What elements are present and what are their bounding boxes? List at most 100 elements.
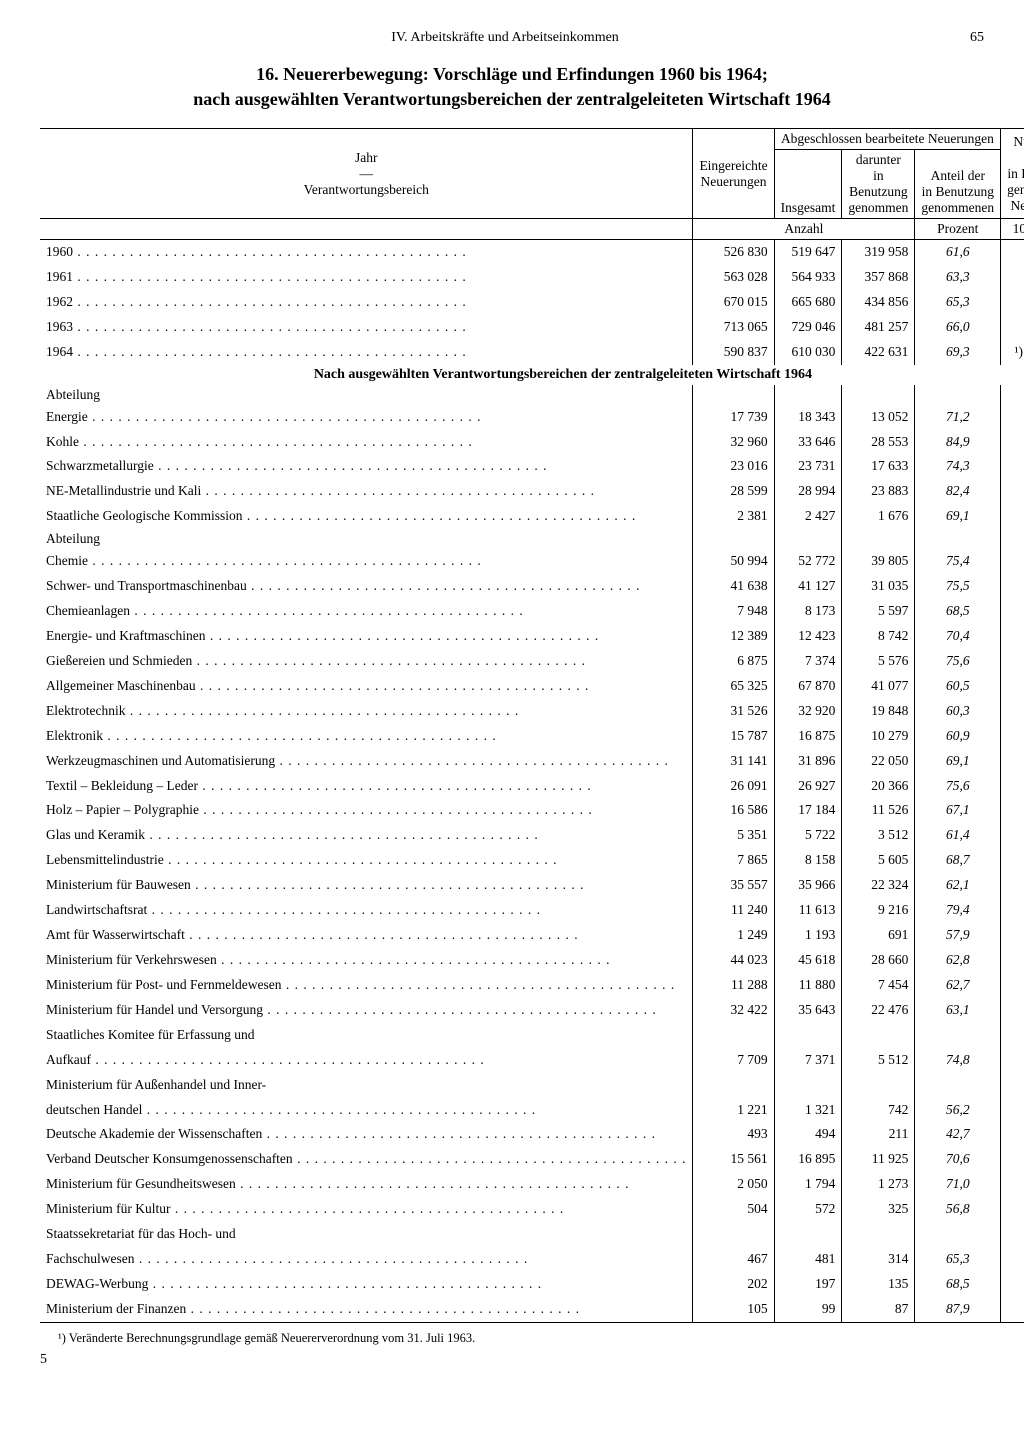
table-row: Ministerium für Verkehrswesen44 02345 61… bbox=[40, 948, 1024, 973]
cell-value: 17 184 bbox=[774, 798, 842, 823]
table-row: Fachschulwesen46748131465,3542 bbox=[40, 1247, 1024, 1272]
row-label: Glas und Keramik bbox=[40, 823, 693, 848]
cell-value: 504 bbox=[693, 1197, 774, 1222]
cell-percent: 65,3 bbox=[915, 1247, 1001, 1272]
cell-value: 7 454 bbox=[842, 973, 915, 998]
cell-value: 18 343 bbox=[774, 405, 842, 430]
cell-value: 2 050 bbox=[693, 1172, 774, 1197]
cell-value: 1 249 bbox=[693, 923, 774, 948]
cell-percent: 79,4 bbox=[915, 898, 1001, 923]
table-title-line1: 16. Neuererbewegung: Vorschläge und Erfi… bbox=[40, 64, 984, 85]
cell-percent: 69,3 bbox=[915, 340, 1001, 365]
cell-value: 12 389 bbox=[693, 624, 774, 649]
cell-value: 1 794 bbox=[774, 1172, 842, 1197]
cell-value: 742 bbox=[842, 1098, 915, 1123]
row-label: Staatliche Geologische Kommission bbox=[40, 504, 693, 529]
row-label: Ministerium für Bauwesen bbox=[40, 873, 693, 898]
cell-value: 33 646 bbox=[774, 430, 842, 455]
table-row: Ministerium für Post- und Fernmeldewesen… bbox=[40, 973, 1024, 998]
cell-value: 481 257 bbox=[842, 315, 915, 340]
row-label: Verband Deutscher Konsumgenossenschaften bbox=[40, 1147, 693, 1172]
cell-benefit: 852 972 bbox=[1001, 265, 1024, 290]
col-year-area: Jahr—Verantwortungsbereich bbox=[40, 129, 693, 219]
cell-percent: 75,4 bbox=[915, 549, 1001, 574]
cell-value: 28 553 bbox=[842, 430, 915, 455]
cell-value: 202 bbox=[693, 1272, 774, 1297]
table-row: Schwarzmetallurgie23 01623 73117 63374,3… bbox=[40, 454, 1024, 479]
table-row: Staatliches Komitee für Erfassung und bbox=[40, 1023, 1024, 1048]
row-label: Gießereien und Schmieden bbox=[40, 649, 693, 674]
cell-value: 35 557 bbox=[693, 873, 774, 898]
table-row: Textil – Bekleidung – Leder26 09126 9272… bbox=[40, 774, 1024, 799]
row-label: Schwarzmetallurgie bbox=[40, 454, 693, 479]
cell-value: 22 050 bbox=[842, 749, 915, 774]
cell-value: 572 bbox=[774, 1197, 842, 1222]
cell-percent: 65,3 bbox=[915, 290, 1001, 315]
cell-value: 11 526 bbox=[842, 798, 915, 823]
cell-percent: 75,6 bbox=[915, 774, 1001, 799]
cell-benefit: 133 676 bbox=[1001, 873, 1024, 898]
cell-benefit: 611 bbox=[1001, 1122, 1024, 1147]
cell-benefit: 54 298 bbox=[1001, 774, 1024, 799]
cell-value: 17 739 bbox=[693, 405, 774, 430]
cell-benefit: 66 132 bbox=[1001, 574, 1024, 599]
row-label: Staatliches Komitee für Erfassung und bbox=[40, 1023, 693, 1048]
group-label-1: Abteilung bbox=[40, 385, 693, 405]
table-row: DEWAG-Werbung20219713568,5206 bbox=[40, 1272, 1024, 1297]
cell-value: 434 856 bbox=[842, 290, 915, 315]
cell-benefit: 744 087 bbox=[1001, 240, 1024, 265]
row-label: Elektrotechnik bbox=[40, 699, 693, 724]
cell-value: 8 173 bbox=[774, 599, 842, 624]
cell-benefit: 11 468 bbox=[1001, 649, 1024, 674]
table-row: Chemie50 99452 77239 80575,4149 878 bbox=[40, 549, 1024, 574]
cell-value: 467 bbox=[693, 1247, 774, 1272]
section-title: IV. Arbeitskräfte und Arbeitseinkommen bbox=[391, 30, 619, 46]
row-label: deutschen Handel bbox=[40, 1098, 693, 1123]
cell-benefit: 15 484 bbox=[1001, 848, 1024, 873]
cell-percent: 62,8 bbox=[915, 948, 1001, 973]
cell-value: 11 880 bbox=[774, 973, 842, 998]
cell-value: 11 925 bbox=[842, 1147, 915, 1172]
cell-benefit: 58 456 bbox=[1001, 454, 1024, 479]
table-row: Aufkauf7 7097 3715 51274,85 813 bbox=[40, 1048, 1024, 1073]
row-label: Deutsche Akademie der Wissenschaften bbox=[40, 1122, 693, 1147]
row-label: Amt für Wasserwirtschaft bbox=[40, 923, 693, 948]
row-label: 1961 bbox=[40, 265, 693, 290]
table-row: Energie17 73918 34313 05271,236 898 bbox=[40, 405, 1024, 430]
cell-value: 41 077 bbox=[842, 674, 915, 699]
col-completed-group: Abgeschlossen bearbeitete Neuerungen bbox=[774, 129, 1000, 150]
cell-value: 11 613 bbox=[774, 898, 842, 923]
cell-value: 31 141 bbox=[693, 749, 774, 774]
cell-benefit: 93 050 bbox=[1001, 430, 1024, 455]
table-row: Staatssekretariat für das Hoch- und bbox=[40, 1222, 1024, 1247]
row-label: 1964 bbox=[40, 340, 693, 365]
cell-benefit: 93 bbox=[1001, 1297, 1024, 1322]
table-row: Kohle32 96033 64628 55384,993 050 bbox=[40, 430, 1024, 455]
cell-benefit: 149 878 bbox=[1001, 549, 1024, 574]
cell-value: 5 351 bbox=[693, 823, 774, 848]
cell-percent: 61,4 bbox=[915, 823, 1001, 848]
table-row: Verband Deutscher Konsumgenossenschaften… bbox=[40, 1147, 1024, 1172]
cell-value: 67 870 bbox=[774, 674, 842, 699]
cell-value: 16 875 bbox=[774, 724, 842, 749]
cell-value: 325 bbox=[842, 1197, 915, 1222]
cell-value: 52 772 bbox=[774, 549, 842, 574]
cell-benefit: 64 499 bbox=[1001, 699, 1024, 724]
cell-value: 12 423 bbox=[774, 624, 842, 649]
cell-value: 481 bbox=[774, 1247, 842, 1272]
cell-benefit: 49 580 bbox=[1001, 898, 1024, 923]
cell-benefit: 6 306 bbox=[1001, 923, 1024, 948]
cell-value: 13 052 bbox=[842, 405, 915, 430]
cell-value: 44 023 bbox=[693, 948, 774, 973]
cell-value: 28 599 bbox=[693, 479, 774, 504]
row-label: Ministerium für Kultur bbox=[40, 1197, 693, 1222]
cell-percent: 61,6 bbox=[915, 240, 1001, 265]
table-row: 1960526 830519 647319 95861,6744 087 bbox=[40, 240, 1024, 265]
table-row: Ministerium für Gesundheitswesen2 0501 7… bbox=[40, 1172, 1024, 1197]
cell-value: 422 631 bbox=[842, 340, 915, 365]
cell-value: 31 035 bbox=[842, 574, 915, 599]
col-benefit: Nutzen aus denin BenutzunggenommenenNeue… bbox=[1001, 129, 1024, 219]
cell-value: 8 158 bbox=[774, 848, 842, 873]
section2-title: Nach ausgewählten Verantwortungsbereiche… bbox=[40, 365, 1024, 385]
row-label: 1962 bbox=[40, 290, 693, 315]
